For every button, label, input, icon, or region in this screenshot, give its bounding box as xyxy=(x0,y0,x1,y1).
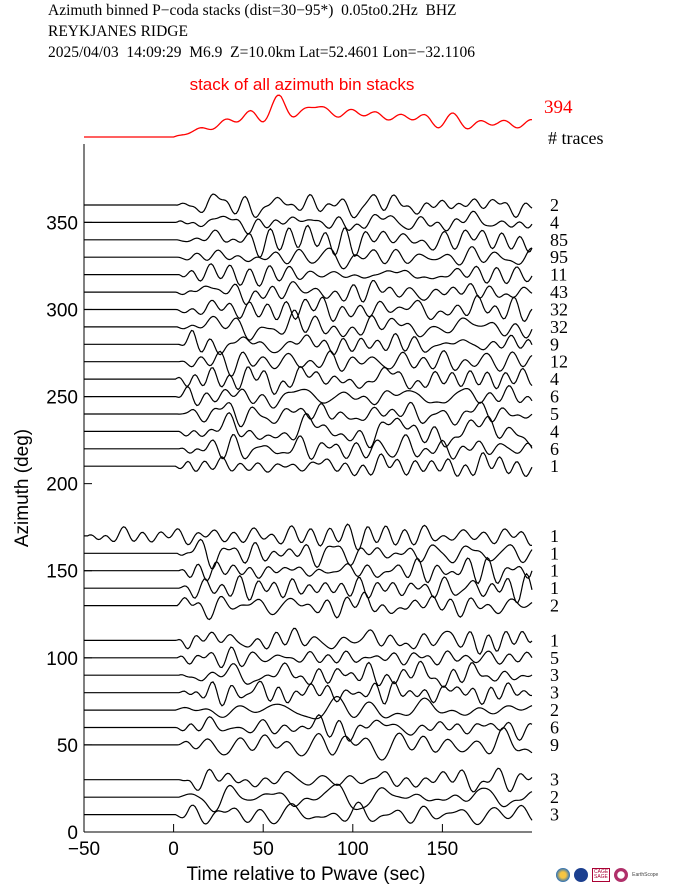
azimuth-trace xyxy=(84,224,533,259)
chart-title: Azimuth binned P−coda stacks (dist=30−95… xyxy=(48,2,457,19)
sponsor-logos: CAGE SAGE EarthScope xyxy=(556,868,658,882)
trace-count-label: 4 xyxy=(550,421,559,441)
trace-count-label: 2 xyxy=(550,596,559,616)
agency-logo-icon xyxy=(574,868,588,882)
earthscope-wordmark: EarthScope xyxy=(632,872,659,878)
azimuth-trace xyxy=(84,210,533,235)
azimuth-trace xyxy=(84,627,533,656)
azimuth-trace xyxy=(84,452,533,477)
azimuth-trace xyxy=(84,263,533,287)
nsf-logo-icon xyxy=(556,868,570,882)
trace-count-label: 2 xyxy=(550,787,559,807)
azimuth-trace xyxy=(84,365,533,396)
azimuth-trace xyxy=(84,591,533,621)
x-tick-label: 50 xyxy=(253,839,274,860)
x-tick-label: 100 xyxy=(337,839,369,860)
trace-count-label: 32 xyxy=(550,299,568,319)
azimuth-trace xyxy=(84,726,533,761)
azimuth-trace xyxy=(84,801,533,826)
event-info: 2025/04/03 14:09:29 M6.9 Z=10.0km Lat=52… xyxy=(48,44,476,61)
trace-count-label: 6 xyxy=(550,439,559,459)
azimuth-trace xyxy=(84,523,533,552)
trace-count-label: 6 xyxy=(550,717,559,737)
trace-count-label: 1 xyxy=(550,543,559,563)
x-tick-label: −50 xyxy=(68,839,100,860)
azimuth-trace xyxy=(84,401,533,428)
trace-count-label: 9 xyxy=(550,735,559,755)
y-tick-label: 300 xyxy=(46,300,78,321)
trace-count-label: 1 xyxy=(550,561,559,581)
azimuth-trace xyxy=(84,572,533,604)
azimuth-trace xyxy=(84,646,533,669)
azimuth-trace xyxy=(84,783,533,813)
stack-label: stack of all azimuth bin stacks xyxy=(190,75,415,94)
earthscope-logo-icon xyxy=(614,868,629,882)
trace-count-header: # traces xyxy=(548,128,603,148)
azimuth-trace xyxy=(84,193,533,219)
azimuth-trace xyxy=(84,434,533,461)
y-tick-label: 350 xyxy=(46,213,78,234)
y-tick-label: 100 xyxy=(46,649,78,670)
trace-count-label: 5 xyxy=(550,404,559,424)
trace-count-label: 1 xyxy=(550,526,559,546)
y-tick-label: 150 xyxy=(46,562,78,583)
trace-count-label: 3 xyxy=(550,683,559,703)
trace-count-label: 32 xyxy=(550,317,568,337)
y-tick-label: 50 xyxy=(57,736,78,757)
x-axis-label: Time relative to Pwave (sec) xyxy=(187,864,426,885)
trace-count-label: 12 xyxy=(550,352,568,372)
azimuth-trace xyxy=(84,329,533,356)
trace-count-label: 4 xyxy=(550,369,559,389)
azimuth-trace xyxy=(84,279,533,305)
trace-count-label: 1 xyxy=(550,578,559,598)
azimuth-trace xyxy=(84,295,533,323)
azimuth-trace xyxy=(84,349,533,378)
y-axis-label: Azimuth (deg) xyxy=(12,429,33,547)
trace-count-label: 6 xyxy=(550,387,559,407)
azimuth-trace xyxy=(84,385,533,409)
x-tick-label: 150 xyxy=(427,839,459,860)
trace-count-label: 95 xyxy=(550,247,568,267)
azimuth-trace xyxy=(84,246,533,270)
trace-count-label: 3 xyxy=(550,665,559,685)
azimuth-trace xyxy=(84,660,533,688)
stack-layer: stack of all azimuth bin stacks 394 xyxy=(84,75,573,138)
x-tick-label: 0 xyxy=(168,839,179,860)
azimuth-trace xyxy=(84,680,533,707)
trace-count-label: 1 xyxy=(550,456,559,476)
stack-count-label: 394 xyxy=(544,97,573,118)
trace-count-label: 43 xyxy=(550,282,568,302)
trace-count-label: 3 xyxy=(550,770,559,790)
azimuth-trace xyxy=(84,556,533,585)
trace-count-label: 2 xyxy=(550,700,559,720)
stack-trace xyxy=(84,94,533,138)
azimuth-trace xyxy=(84,714,533,742)
azimuth-trace xyxy=(84,695,533,720)
trace-count-label: 85 xyxy=(550,230,568,250)
trace-count-label: 5 xyxy=(550,648,559,668)
azimuth-trace xyxy=(84,411,533,449)
y-tick-label: 0 xyxy=(67,823,78,844)
trace-count-label: 3 xyxy=(550,805,559,825)
trace-count-label: 4 xyxy=(550,212,559,232)
y-tick-label: 200 xyxy=(46,475,78,496)
trace-count-label: 1 xyxy=(550,630,559,650)
azimuth-trace xyxy=(84,538,533,570)
trace-count-label: 9 xyxy=(550,334,559,354)
region-name: REYKJANES RIDGE xyxy=(48,23,188,40)
trace-count-label: 11 xyxy=(550,265,567,285)
trace-count-label: 2 xyxy=(550,195,559,215)
cage-sage-logo-icon: CAGE SAGE xyxy=(592,868,611,882)
y-tick-label: 250 xyxy=(46,388,78,409)
azimuth-trace xyxy=(84,767,533,793)
azimuth-trace xyxy=(84,309,533,341)
